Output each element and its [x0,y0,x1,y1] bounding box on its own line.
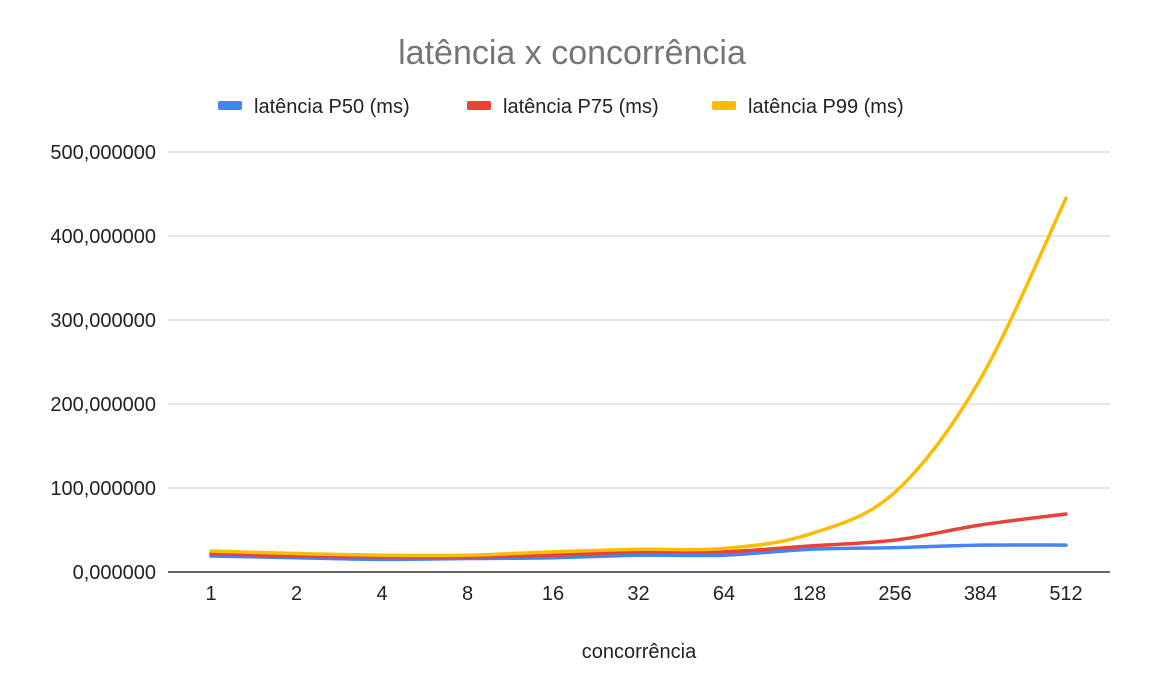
x-tick-label: 8 [462,583,473,605]
y-tick-label: 500,000000 [50,142,156,164]
y-tick-label: 300,000000 [50,310,156,332]
x-tick-label: 256 [878,583,911,605]
series-line-p50 [209,543,1068,562]
x-tick-label: 128 [793,583,826,605]
legend-label: latência P99 (ms) [748,96,904,118]
legend-swatch [712,101,736,110]
x-tick-label: 4 [376,583,387,605]
x-tick-label: 2 [291,583,302,605]
legend-label: latência P50 (ms) [254,96,410,118]
x-tick-label: 512 [1049,583,1082,605]
x-tick-label: 32 [627,583,649,605]
series-line-p99 [209,196,1068,558]
x-tick-label: 16 [542,583,564,605]
gridlines [168,151,1110,489]
y-tick-label: 400,000000 [50,226,156,248]
y-tick-label: 100,000000 [50,478,156,500]
x-axis-title: concorrência [582,641,697,663]
series-line-p75 [209,512,1068,559]
x-tick-label: 384 [964,583,997,605]
legend-label: latência P75 (ms) [503,96,659,118]
y-tick-label: 200,000000 [50,394,156,416]
series-lines [209,196,1068,562]
legend-swatch [467,101,491,110]
chart-title: latência x concorrência [398,34,746,72]
x-tick-label: 1 [205,583,216,605]
x-tick-label: 64 [713,583,735,605]
y-tick-label: 0,000000 [73,562,156,584]
y-axis-ticks: 0,000000 100,000000 200,000000 300,000000 40… [50,142,156,584]
x-axis-ticks: 1 2 4 8 16 32 64 128 256 384 512 [205,583,1082,605]
legend-swatch [218,101,242,110]
legend: latência P50 (ms) latência P75 (ms) latênc… [218,96,904,118]
